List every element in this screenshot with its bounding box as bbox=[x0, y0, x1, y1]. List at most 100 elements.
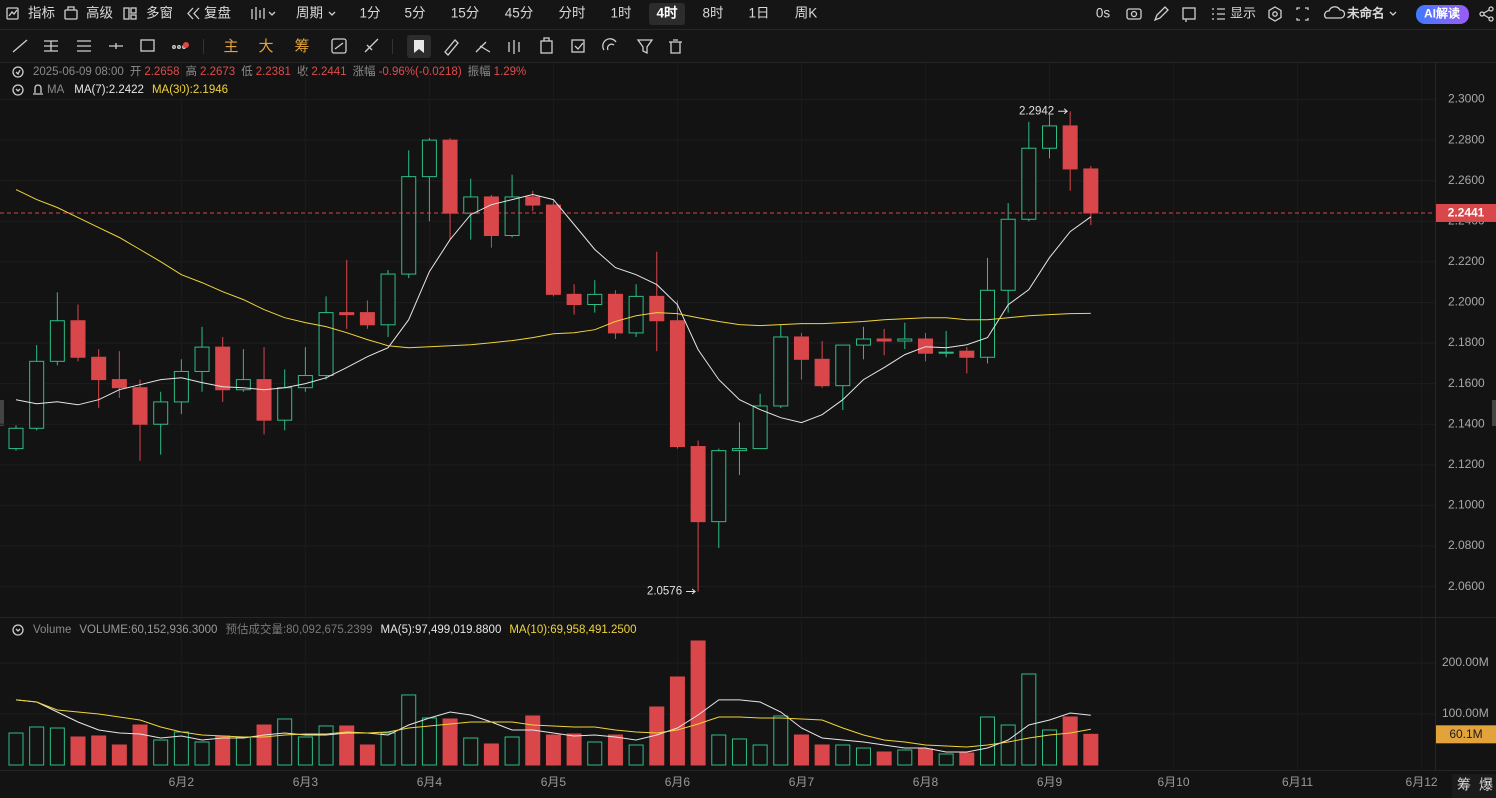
volume-bar bbox=[8, 732, 24, 766]
candle-body bbox=[483, 196, 499, 236]
mode-button[interactable]: 筹 bbox=[294, 38, 309, 55]
ai-button[interactable]: AI解读 bbox=[1424, 6, 1460, 21]
volume-bar bbox=[401, 694, 417, 766]
info-label: 开 bbox=[130, 66, 142, 78]
volume-bar bbox=[690, 640, 706, 766]
candle-body bbox=[897, 338, 913, 342]
candle-body bbox=[91, 356, 107, 381]
volume-bar bbox=[442, 718, 458, 766]
volume-bar bbox=[1021, 673, 1037, 766]
menu-item[interactable]: 高级 bbox=[86, 5, 113, 21]
volume-bar bbox=[504, 736, 520, 766]
volume-bar bbox=[855, 747, 871, 766]
candle-body bbox=[153, 401, 169, 425]
last-price-badge bbox=[1436, 203, 1496, 222]
corner-button[interactable]: 筹 bbox=[1457, 777, 1471, 793]
volume-bar bbox=[70, 736, 86, 766]
mode-button[interactable]: 大 bbox=[258, 38, 273, 55]
corner-box bbox=[1452, 774, 1496, 798]
candle-body bbox=[669, 320, 685, 448]
info-value: 2.2441 bbox=[311, 66, 346, 78]
candle-body bbox=[504, 196, 520, 236]
candle-body bbox=[938, 351, 954, 354]
candle-body bbox=[587, 293, 603, 305]
candle-body bbox=[876, 338, 892, 342]
x-tick-label: 6月5 bbox=[541, 775, 567, 789]
period-menu[interactable]: 周期 bbox=[296, 6, 323, 21]
candle-body bbox=[29, 360, 45, 429]
interval[interactable]: 1时 bbox=[610, 6, 631, 21]
y-tick-label: 2.3000 bbox=[1448, 92, 1485, 106]
interval[interactable]: 1分 bbox=[359, 6, 380, 21]
candle-body bbox=[235, 379, 251, 391]
info-value: 1.29% bbox=[494, 66, 527, 78]
volume-bar bbox=[297, 736, 313, 766]
volume-bar bbox=[29, 726, 45, 766]
layout-name[interactable]: 未命名 bbox=[1346, 5, 1385, 20]
candle-body bbox=[835, 344, 851, 387]
interval[interactable]: 8时 bbox=[702, 6, 723, 21]
candle-body bbox=[959, 350, 975, 358]
timer[interactable]: 0s bbox=[1096, 6, 1111, 21]
info-label: 低 bbox=[241, 65, 253, 78]
candle-body bbox=[380, 273, 396, 326]
volume-bar bbox=[917, 748, 933, 766]
y-tick-label: 2.1600 bbox=[1448, 376, 1485, 390]
candle-body bbox=[1021, 147, 1037, 220]
pane-icons bbox=[12, 66, 43, 636]
notice-dot bbox=[183, 42, 189, 48]
volume-badge-label: 60.1M bbox=[1449, 727, 1482, 741]
volume-bar bbox=[91, 735, 107, 766]
menu-item[interactable]: 指标 bbox=[28, 6, 55, 21]
candle-body bbox=[917, 338, 933, 354]
volume-bar bbox=[153, 739, 169, 766]
volume-bar bbox=[380, 732, 396, 766]
extreme-arrow bbox=[1058, 108, 1068, 115]
info-value: 2.2658 bbox=[144, 66, 179, 78]
candle-body bbox=[194, 346, 210, 372]
interval[interactable]: 1日 bbox=[748, 6, 769, 21]
y-tick-label: 2.2800 bbox=[1448, 132, 1485, 146]
candle-body bbox=[442, 139, 458, 214]
drawing-icons bbox=[12, 37, 682, 56]
side-tab[interactable] bbox=[1492, 400, 1496, 426]
candle-body bbox=[49, 320, 65, 362]
volume-bar bbox=[731, 738, 747, 766]
candle-body bbox=[401, 176, 417, 275]
volume-bar bbox=[49, 727, 65, 766]
interval[interactable]: 分时 bbox=[559, 6, 586, 21]
volume-bar bbox=[814, 744, 830, 766]
interval[interactable]: 45分 bbox=[505, 6, 534, 21]
menu-item[interactable]: 多窗 bbox=[146, 5, 173, 21]
candle-body bbox=[690, 446, 706, 523]
candle-body bbox=[339, 312, 355, 316]
legend-entry: MA(10):69,958,491.2500 bbox=[509, 624, 636, 636]
y-tick-label: 2.1800 bbox=[1448, 335, 1485, 349]
volume-ma-line bbox=[15, 699, 1091, 748]
volume-bar bbox=[194, 741, 210, 766]
interval[interactable]: 周K bbox=[795, 6, 818, 21]
mode-button[interactable]: 主 bbox=[223, 38, 238, 55]
candle-body bbox=[111, 379, 127, 389]
interval-active-bg bbox=[649, 3, 685, 25]
interval[interactable]: 15分 bbox=[451, 6, 480, 21]
ai-button-bg[interactable] bbox=[1416, 5, 1469, 24]
menu-item[interactable]: 复盘 bbox=[204, 5, 231, 21]
side-tab[interactable] bbox=[0, 400, 4, 426]
corner-button[interactable]: 爆 bbox=[1479, 777, 1493, 793]
volume-bar bbox=[897, 749, 913, 766]
bookmark-icon[interactable] bbox=[414, 40, 424, 53]
volume-bar bbox=[669, 676, 685, 766]
candle-body bbox=[855, 338, 871, 346]
volume-bar bbox=[463, 737, 479, 766]
display-menu[interactable]: 显示 bbox=[1230, 5, 1256, 20]
volume-bar bbox=[545, 734, 561, 766]
interval[interactable]: 5分 bbox=[404, 6, 425, 21]
info-label: 振幅 bbox=[468, 64, 491, 78]
interval[interactable]: 4时 bbox=[656, 5, 678, 21]
toolbar-icons bbox=[6, 6, 1494, 22]
indicator-name: MA bbox=[47, 84, 65, 96]
